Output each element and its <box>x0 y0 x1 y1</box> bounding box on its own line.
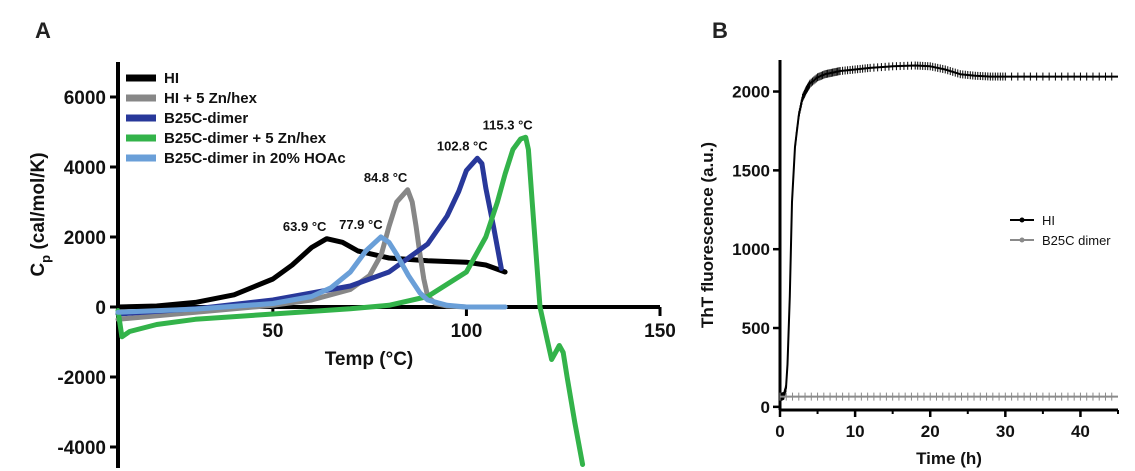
panel-a-y-axis-label: Cp (cal/mol/K) <box>28 152 53 276</box>
panel-b-legend-entry: B25C dimer <box>1042 233 1111 248</box>
panel-b-legend-entry: HI <box>1042 213 1055 228</box>
panel-a-y-tick-label: -2000 <box>57 368 106 389</box>
panel-a-legend-entry: HI + 5 Zn/hex <box>164 90 258 107</box>
panel-b-x-tick-label: 20 <box>921 422 940 441</box>
panel-b-y-tick-label: 1000 <box>732 240 770 259</box>
panel-b-legend-marker <box>1019 237 1025 243</box>
panel-a-x-tick-label: 150 <box>644 321 676 342</box>
panel-a-y-tick-label: 6000 <box>64 88 106 109</box>
panel-a-peak-label: 63.9 °C <box>283 219 327 234</box>
panel-b-y-tick-label: 1500 <box>732 161 770 180</box>
panel-a-peak-label: 77.9 °C <box>339 217 383 232</box>
panel-b-y-tick-label: 500 <box>742 319 770 338</box>
panel-b-x-axis-label: Time (h) <box>916 449 982 468</box>
panel-a-series-line-0 <box>115 236 508 310</box>
panel-b-series-line-0 <box>779 64 1118 399</box>
panel-b-x-tick-label: 40 <box>1071 422 1090 441</box>
panel-a-y-label-rest: (cal/mol/K) <box>28 152 49 254</box>
panel-a: A -4000 -2000 0 2000 4000 6000 50 100 150 63.9 °C… <box>28 18 676 468</box>
panel-a-y-tick-label: -4000 <box>57 438 106 459</box>
panel-b-x-tick-label: 30 <box>996 422 1015 441</box>
panel-a-y-tick-label: 0 <box>95 298 106 319</box>
panel-b-y-axis-label: ThT fluorescence (a.u.) <box>698 142 717 328</box>
panel-a-y-tick-label: 4000 <box>64 158 106 179</box>
panel-b-y-tick-label: 0 <box>761 398 770 417</box>
panel-b-plot: 0 500 1000 1500 2000 0 10 20 30 40 HI B25C dimer <box>732 60 1119 441</box>
panel-a-x-tick-label: 100 <box>451 321 483 342</box>
panel-b-legend-marker <box>1019 217 1025 223</box>
panel-b-x-tick-label: 0 <box>775 422 784 441</box>
panel-a-legend-entry: B25C-dimer in 20% HOAc <box>164 150 346 167</box>
panel-a-legend-entry: HI <box>164 70 179 87</box>
panel-a-y-label-main: C <box>28 263 49 277</box>
panel-a-x-axis-label: Temp (°C) <box>325 349 414 370</box>
panel-a-legend-entry: B25C-dimer + 5 Zn/hex <box>164 130 327 147</box>
panel-a-y-label-subscript: p <box>38 255 53 263</box>
panel-b-letter: B <box>712 18 728 43</box>
panel-a-letter: A <box>35 18 51 43</box>
panel-a-peak-label: 102.8 °C <box>437 138 488 153</box>
panel-a-plot: -4000 -2000 0 2000 4000 6000 50 100 150 63.9 °C 77… <box>57 62 676 468</box>
panel-a-peak-label: 84.8 °C <box>364 170 408 185</box>
panel-a-legend-entry: B25C-dimer <box>164 110 248 127</box>
panel-a-peak-label: 115.3 °C <box>483 117 534 132</box>
panel-a-series-line-2 <box>115 155 504 317</box>
panel-a-series-line-3 <box>115 134 586 467</box>
panel-b-y-tick-label: 2000 <box>732 83 770 102</box>
panel-a-series-line-1 <box>115 187 508 322</box>
panel-a-y-tick-label: 2000 <box>64 228 106 249</box>
panel-a-series-line-4 <box>115 234 508 315</box>
panel-b-x-tick-label: 10 <box>846 422 865 441</box>
panel-a-x-tick-label: 50 <box>262 321 283 342</box>
